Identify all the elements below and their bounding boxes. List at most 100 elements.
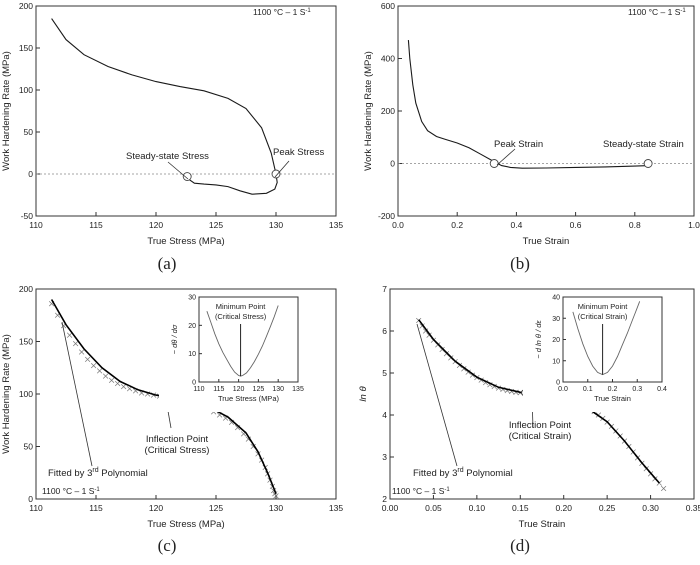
data-point-c (96, 368, 103, 374)
inset-x-tick-label-c: 130 (272, 386, 284, 393)
inset-title-d: Minimum Point (578, 302, 629, 311)
chart-panel-b: 0.0 0.2 0.4 0.6 0.8 1.0 -200 0 200 400 600 True Str… (363, 1, 700, 273)
data-point-c (273, 493, 279, 499)
data-point-c (78, 349, 85, 355)
data-point-c (114, 380, 121, 387)
y-tick-label-c: 150 (19, 337, 33, 347)
x-tick-label-a: 115 (89, 220, 103, 230)
x-tick-label-c: 115 (89, 503, 103, 513)
x-axis-label-b: True Strain (523, 236, 570, 247)
y-tick-label-a: -50 (21, 211, 34, 221)
x-tick-label-d: 0.10 (469, 503, 486, 513)
inset-subtitle-d: (Critical Strain) (578, 312, 628, 321)
panel-caption-a: (a) (158, 254, 177, 273)
inset-y-tick-label-c: 0 (192, 380, 196, 387)
data-point-c (72, 340, 79, 347)
inset-x-tick-label-c: 135 (292, 386, 304, 393)
x-tick-label-c: 125 (209, 503, 223, 513)
inset-x-tick-label-d: 0.4 (657, 386, 667, 393)
y-tick-label-d: 6 (382, 326, 387, 336)
inset-background-c (159, 291, 318, 412)
y-tick-label-b: 400 (381, 54, 395, 64)
x-tick-label-a: 125 (209, 220, 223, 230)
inflection-sublabel-d: (Critical Strain) (509, 431, 572, 442)
data-point-d (422, 328, 429, 334)
y-tick-label-c: 50 (24, 442, 34, 452)
inflection-leader-c (167, 410, 172, 429)
x-tick-label-d: 0.00 (382, 503, 399, 513)
data-line-b (407, 40, 650, 169)
inset-curve-d (572, 301, 641, 376)
y-tick-label-a: 200 (19, 1, 33, 11)
y-tick-label-b: 0 (390, 159, 395, 169)
x-tick-label-a: 120 (149, 220, 163, 230)
chart-panel-d: 0.00 0.05 0.10 0.15 0.20 0.25 0.30 0.35234567Tr… (358, 284, 700, 555)
inset-chart-c: 110 115 120 125 130 135 0 10 20 30 True Stress (MP… (159, 291, 318, 412)
data-point-c (108, 377, 115, 383)
inset-y-tick-label-c: 20 (188, 323, 196, 330)
inset-x-tick-label-c: 115 (213, 386, 224, 393)
marker-label-b: Steady-state Strain (603, 139, 684, 150)
panel-caption-c: (c) (158, 536, 177, 555)
inset-y-tick-label-c: 10 (188, 351, 196, 358)
x-axis-label-d: True Strain (519, 519, 566, 530)
chart-panel-a: 110 115 120 125 130 135 -50 0 50 100 150 200 True St… (1, 1, 343, 273)
condition-label-d: 1100 °C – 1 S-1 (392, 486, 450, 496)
data-point-c (84, 356, 91, 362)
x-tick-label-b: 0.6 (570, 220, 582, 230)
fit-leader-d (416, 323, 458, 467)
data-point-c (66, 332, 73, 338)
x-axis-label-a: True Stress (MPa) (147, 236, 224, 247)
data-line-a (51, 18, 278, 195)
x-tick-label-a: 130 (269, 220, 283, 230)
inset-x-tick-label-d: 0.1 (583, 386, 593, 393)
x-tick-label-b: 0.0 (392, 220, 404, 230)
marker-leader-a (274, 160, 290, 178)
marker-leader-b (496, 148, 516, 166)
y-tick-label-b: -200 (378, 211, 395, 221)
x-tick-label-c: 120 (149, 503, 163, 513)
y-tick-label-d: 7 (382, 284, 387, 294)
x-tick-label-b: 0.2 (451, 220, 463, 230)
data-point-c (120, 384, 127, 390)
y-tick-label-a: 150 (19, 43, 33, 53)
inset-x-tick-label-c: 110 (193, 386, 204, 393)
data-point-c (90, 363, 97, 369)
inset-x-tick-label-d: 0.0 (558, 386, 568, 393)
inset-x-tick-label-c: 125 (253, 386, 265, 393)
inset-chart-d: 0.0 0.1 0.2 0.3 0.4 0 10 20 30 40 True Strain − d l… (523, 291, 682, 412)
plot-frame-d (389, 288, 695, 500)
inset-y-label-c: − dθ / dσ (170, 324, 179, 354)
y-tick-label-c: 100 (19, 389, 33, 399)
inset-x-tick-label-c: 120 (233, 386, 245, 393)
inflection-label-c: Inflection Point (146, 434, 209, 445)
marker-label-a: Peak Stress (273, 147, 324, 158)
y-tick-label-d: 2 (382, 494, 387, 504)
marker-circle-b (489, 159, 499, 168)
y-axis-label-d: ln θ (358, 386, 369, 402)
data-point-c (102, 373, 109, 379)
y-tick-label-d: 4 (382, 410, 387, 420)
inflection-sublabel-c: (Critical Stress) (145, 445, 210, 456)
y-tick-label-b: 200 (381, 106, 395, 116)
condition-label-a: 1100 °C – 1 S-1 (253, 7, 311, 17)
marker-circle-b (643, 159, 653, 168)
inset-title-c: Minimum Point (216, 302, 267, 311)
x-tick-label-a: 135 (329, 220, 343, 230)
inset-x-tick-label-d: 0.3 (632, 386, 642, 393)
x-tick-label-c: 110 (29, 503, 43, 513)
inset-y-tick-label-d: 10 (552, 358, 560, 365)
marker-label-a: Steady-state Stress (126, 151, 209, 162)
x-tick-label-d: 0.25 (599, 503, 616, 513)
x-tick-label-b: 0.4 (510, 220, 522, 230)
x-tick-label-b: 0.8 (629, 220, 641, 230)
y-axis-label-c: Work Hardening Rate (MPa) (1, 334, 12, 454)
condition-label-c: 1100 °C – 1 S-1 (42, 486, 100, 496)
marker-circle-a (182, 172, 192, 181)
panel-caption-b: (b) (510, 254, 530, 273)
data-point-d (660, 485, 667, 492)
inset-x-label-d: True Strain (594, 394, 631, 403)
inset-curve-c (206, 305, 279, 377)
